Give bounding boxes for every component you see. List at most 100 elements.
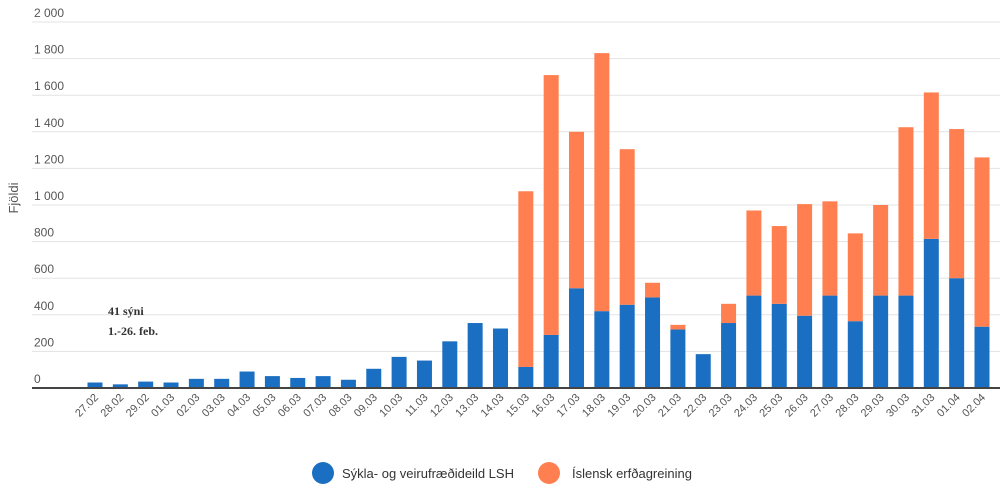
x-tick-label: 05.03 — [251, 392, 279, 420]
bar-segment-ie — [518, 191, 534, 367]
bar-segment-ie — [670, 324, 686, 330]
bar-segment-lsh — [315, 376, 331, 388]
bar-segment-ie — [847, 233, 863, 322]
bar-segment-lsh — [847, 321, 863, 388]
bar-segment-ie — [771, 226, 787, 304]
bar-segment-ie — [645, 282, 661, 298]
x-tick-label: 28.03 — [833, 392, 861, 420]
y-tick-label: 600 — [34, 262, 54, 276]
bar-segment-lsh — [467, 323, 483, 388]
bar-segment-lsh — [518, 366, 534, 388]
x-tick-label: 22.03 — [681, 392, 709, 420]
y-axis-label: Fjöldi — [6, 182, 21, 213]
bar-segment-ie — [721, 303, 737, 324]
legend-marker-lsh — [312, 462, 334, 484]
bar-segment-lsh — [366, 368, 382, 388]
x-tick-label: 01.03 — [149, 392, 177, 420]
x-tick-label: 26.03 — [783, 392, 811, 420]
y-tick-label: 1 200 — [34, 152, 64, 166]
bar-segment-lsh — [949, 278, 965, 388]
x-tick-label: 18.03 — [580, 392, 608, 420]
x-tick-label: 21.03 — [656, 392, 684, 420]
bar-segment-lsh — [340, 379, 356, 388]
bar-segment-lsh — [873, 295, 889, 388]
x-tick-label: 03.03 — [200, 392, 228, 420]
x-tick-label: 01.04 — [935, 392, 963, 420]
bar-segment-lsh — [594, 311, 610, 388]
legend: Sýkla- og veirufræðideild LSH Íslensk er… — [312, 462, 692, 484]
x-tick-label: 23.03 — [707, 392, 735, 420]
x-tick-label: 31.03 — [909, 392, 937, 420]
bar-segment-ie — [594, 53, 610, 312]
x-tick-label: 29.02 — [124, 392, 152, 420]
x-tick-label: 13.03 — [453, 392, 481, 420]
gridlines — [32, 21, 1000, 352]
y-tick-label: 400 — [34, 299, 54, 313]
annotation-line-1: 41 sýni — [108, 304, 144, 318]
x-tick-label: 24.03 — [732, 392, 760, 420]
bar-segment-lsh — [112, 384, 128, 388]
y-tick-label: 1 000 — [34, 189, 64, 203]
x-tick-label: 02.03 — [175, 392, 203, 420]
x-tick-label: 14.03 — [479, 392, 507, 420]
x-tick-label: 27.02 — [73, 392, 101, 420]
bar-segment-lsh — [543, 334, 559, 388]
bar-segment-ie — [569, 131, 585, 289]
bar-segment-lsh — [771, 303, 787, 388]
bar-segment-lsh — [746, 295, 762, 388]
x-tick-label: 08.03 — [327, 392, 355, 420]
x-tick-label: 09.03 — [352, 392, 380, 420]
y-tick-label: 0 — [34, 372, 41, 386]
bar-segment-ie — [898, 127, 914, 296]
bar-segment-lsh — [695, 354, 711, 388]
y-tick-label: 1 400 — [34, 116, 64, 130]
x-tick-label: 10.03 — [377, 392, 405, 420]
x-tick-label: 07.03 — [301, 392, 329, 420]
x-tick-label: 02.04 — [960, 392, 988, 420]
bar-segment-lsh — [264, 376, 280, 388]
bar-segment-ie — [822, 201, 838, 296]
bar-segment-lsh — [492, 328, 508, 388]
y-tick-label: 2 000 — [34, 6, 64, 20]
bar-segment-lsh — [670, 329, 686, 388]
x-tick-label: 15.03 — [504, 392, 532, 420]
bar-segment-lsh — [822, 295, 838, 388]
x-tick-label: 04.03 — [225, 392, 253, 420]
x-tick-label: 06.03 — [276, 392, 304, 420]
y-axis-tick-labels: 0 200 400 600 800 1 000 1 200 1 400 1 600 1 800 2 … — [34, 6, 64, 386]
x-tick-label: 30.03 — [884, 392, 912, 420]
annotation-line-2: 1.-26. feb. — [108, 324, 158, 338]
bar-segment-lsh — [442, 341, 458, 388]
bar-segment-ie — [923, 92, 939, 239]
bar-segment-lsh — [188, 378, 204, 388]
x-tick-label: 19.03 — [605, 392, 633, 420]
bar-segment-ie — [949, 129, 965, 279]
bar-segment-lsh — [214, 378, 230, 388]
bar-segment-ie — [543, 75, 559, 335]
x-tick-label: 28.02 — [99, 392, 127, 420]
x-tick-label: 25.03 — [757, 392, 785, 420]
bar-segment-lsh — [569, 288, 585, 388]
bar-segment-lsh — [898, 295, 914, 388]
legend-label-lsh: Sýkla- og veirufræðideild LSH — [342, 466, 514, 481]
bar-segment-lsh — [416, 360, 432, 388]
bar-segment-ie — [873, 205, 889, 296]
x-tick-label: 17.03 — [555, 392, 583, 420]
bar-segment-lsh — [645, 297, 661, 388]
bar-segment-lsh — [619, 304, 635, 388]
bar-segment-lsh — [391, 356, 407, 388]
bar-segment-lsh — [163, 382, 179, 388]
bar-segment-lsh — [239, 371, 255, 388]
x-tick-label: 29.03 — [859, 392, 887, 420]
x-tick-label: 27.03 — [808, 392, 836, 420]
x-axis-tick-labels: 27.0228.0229.0201.0302.0303.0304.0305.03… — [73, 392, 988, 420]
bar-segment-lsh — [923, 238, 939, 388]
bar-segment-lsh — [138, 381, 154, 388]
bar-segment-ie — [797, 204, 813, 316]
bar-segment-lsh — [290, 377, 306, 388]
bar-segment-ie — [746, 210, 762, 296]
bar-segment-ie — [974, 157, 990, 327]
y-tick-label: 1 800 — [34, 43, 64, 57]
bar-segment-ie — [619, 149, 635, 305]
